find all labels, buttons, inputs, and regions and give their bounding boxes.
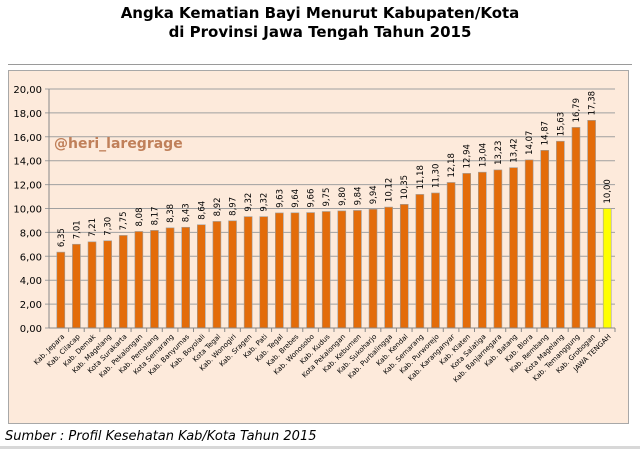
chart-title-line1: Angka Kematian Bayi Menurut Kabupaten/Ko… — [120, 4, 520, 22]
bar-value-label: 10,35 — [400, 175, 410, 199]
bar-value-label: 9,84 — [353, 186, 363, 205]
bar-value-label: 7,21 — [88, 218, 98, 237]
bar-value-label: 12,94 — [463, 144, 473, 168]
bar — [446, 182, 456, 329]
bar — [337, 210, 347, 329]
bar — [321, 211, 331, 329]
bar — [103, 240, 112, 329]
bar-value-label: 9,80 — [338, 187, 348, 206]
bar — [290, 212, 300, 329]
bar-value-label: 8,97 — [229, 197, 239, 216]
bar-value-label: 13,42 — [510, 138, 520, 162]
y-tick-label: 0,00 — [20, 324, 42, 335]
y-tick-label: 16,00 — [13, 133, 42, 144]
bar — [571, 127, 581, 329]
bar — [181, 226, 190, 329]
bar — [228, 220, 237, 329]
y-tick-label: 12,00 — [13, 181, 42, 192]
bar-value-label: 9,64 — [291, 189, 301, 208]
bar-value-label: 8,38 — [166, 204, 176, 223]
bar-value-label: 9,63 — [275, 189, 285, 208]
bar-value-label: 13,04 — [478, 143, 488, 167]
bar — [524, 159, 534, 329]
bar — [134, 231, 144, 329]
bar-value-label: 11,18 — [416, 165, 426, 189]
bar — [368, 208, 378, 329]
y-tick-label: 18,00 — [13, 109, 42, 120]
bar-value-label: 12,18 — [447, 153, 457, 177]
y-tick-label: 2,00 — [20, 300, 42, 311]
bar — [462, 173, 471, 329]
bar — [87, 241, 97, 329]
bar-value-label: 6,35 — [57, 228, 67, 247]
bottom-divider — [0, 446, 640, 449]
bar — [587, 120, 596, 329]
bar-value-label: 15,63 — [556, 112, 566, 136]
bar — [150, 230, 159, 329]
bar-value-label: 9,94 — [369, 185, 379, 204]
bar-value-label: 8,43 — [182, 203, 192, 222]
bar — [353, 210, 362, 329]
watermark: @heri_laregrage — [54, 136, 183, 152]
bar — [415, 194, 425, 329]
bar — [478, 171, 487, 329]
bar-value-label: 8,17 — [150, 206, 160, 225]
source-caption: Sumber : Profil Kesehatan Kab/Kota Tahun… — [5, 429, 317, 444]
y-tick-label: 20,00 — [13, 85, 42, 96]
bar — [243, 216, 253, 329]
bar-value-label: 7,01 — [72, 220, 82, 239]
bar — [259, 216, 269, 329]
bar-value-label: 9,75 — [322, 188, 332, 207]
bar-value-label: 8,64 — [197, 201, 207, 220]
bar — [493, 169, 503, 329]
bar-value-label: 10,12 — [385, 178, 395, 202]
bar — [56, 251, 66, 329]
bar-value-label: 14,07 — [525, 131, 535, 155]
bar-value-label: 10,00 — [603, 179, 613, 203]
bar — [384, 206, 393, 329]
bar — [165, 227, 175, 329]
bar-value-label: 7,75 — [119, 211, 129, 230]
y-tick-label: 10,00 — [13, 205, 42, 216]
y-tick-label: 4,00 — [20, 276, 42, 287]
y-tick-label: 8,00 — [20, 228, 42, 239]
bar-value-label: 16,79 — [572, 98, 582, 122]
bar — [118, 235, 128, 329]
bar — [72, 243, 81, 329]
chart-title: Angka Kematian Bayi Menurut Kabupaten/Ko… — [0, 4, 640, 42]
bar-value-label: 7,30 — [104, 217, 114, 236]
bar-value-label: 13,23 — [494, 141, 504, 165]
bar — [399, 204, 409, 329]
y-tick-label: 6,00 — [20, 252, 42, 263]
bar — [602, 208, 612, 329]
bar — [275, 212, 284, 329]
bar-value-label: 14,87 — [541, 121, 551, 145]
bar-value-label: 9,32 — [244, 193, 254, 212]
chart-title-line2: di Provinsi Jawa Tengah Tahun 2015 — [168, 23, 472, 41]
bar — [197, 224, 206, 329]
bar — [212, 221, 222, 329]
bar — [431, 192, 440, 329]
bar — [556, 140, 565, 329]
bar — [509, 167, 518, 329]
top-divider — [8, 64, 632, 65]
bar — [540, 150, 550, 329]
bar-value-label: 8,92 — [213, 197, 223, 216]
bar-value-label: 8,08 — [135, 208, 145, 227]
bar-value-label: 17,38 — [588, 91, 598, 115]
y-tick-label: 14,00 — [13, 157, 42, 168]
bar-value-label: 9,66 — [307, 189, 317, 208]
bar-value-label: 9,32 — [260, 193, 270, 212]
bar-value-label: 11,30 — [431, 164, 441, 188]
bar — [306, 212, 315, 329]
